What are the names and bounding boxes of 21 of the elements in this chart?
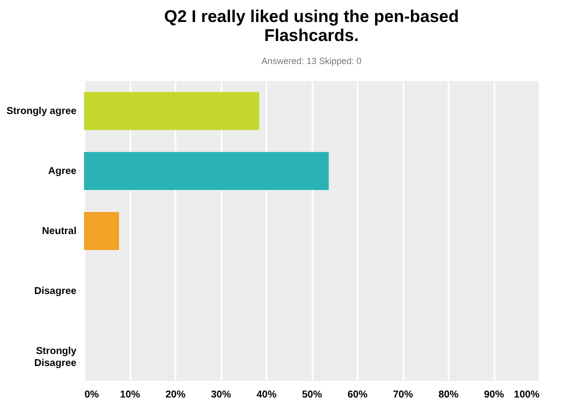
- chart-subtitle: Answered: 13 Skipped: 0: [261, 56, 362, 66]
- y-tick-label: Strongly Disagree: [34, 346, 77, 369]
- x-tick-label: 60%: [347, 390, 368, 400]
- bar: [84, 212, 120, 250]
- bar: [84, 152, 329, 190]
- x-tick-label: 100%: [514, 390, 540, 400]
- y-tick-label: Strongly agree: [6, 106, 77, 117]
- x-tick-label: 40%: [256, 390, 277, 400]
- x-tick-label: 20%: [165, 390, 186, 400]
- x-tick-label: 70%: [392, 390, 414, 400]
- x-tick-label: 30%: [210, 390, 232, 400]
- x-tick-label: 80%: [438, 390, 459, 400]
- x-tick-label: 10%: [120, 390, 140, 400]
- x-tick-label: 0%: [84, 390, 100, 400]
- y-tick-label: Neutral: [42, 226, 77, 237]
- y-tick-label: Disagree: [34, 286, 77, 297]
- bar: [84, 92, 260, 130]
- x-tick-label: 50%: [302, 390, 322, 400]
- x-tick-label: 90%: [484, 390, 504, 400]
- y-tick-label: Agree: [48, 166, 77, 177]
- chart-title: Q2 I really liked using the pen-based Flashcards.: [164, 7, 459, 45]
